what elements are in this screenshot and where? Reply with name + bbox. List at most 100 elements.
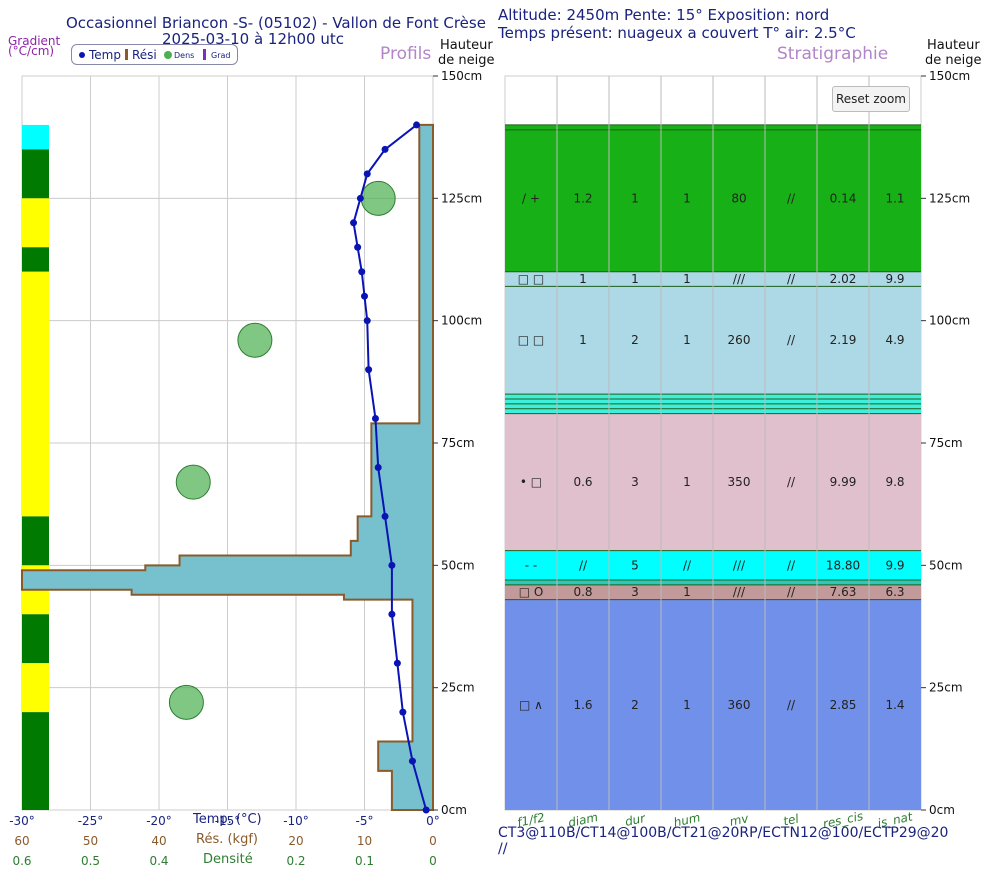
- present-weather-line: Temps présent: nuageux a couvert T° air:…: [498, 24, 856, 42]
- temp-tick-label: -15°: [215, 814, 241, 828]
- dens-tick-label: 0: [429, 854, 437, 868]
- temp-tick-label: -10°: [283, 814, 309, 828]
- strat-cell: //: [787, 475, 796, 489]
- strat-cell: □ ∧: [519, 698, 543, 712]
- temperature-point[interactable]: [363, 170, 371, 178]
- dens-legend-marker: [164, 51, 172, 59]
- temperature-point[interactable]: [422, 806, 430, 814]
- temp-legend-marker: [79, 52, 85, 58]
- density-point[interactable]: [175, 464, 211, 500]
- strat-cell: 1: [579, 272, 587, 286]
- gradient-bar-segment: [22, 124, 49, 150]
- temperature-point[interactable]: [388, 610, 396, 618]
- strat-column-labels: f1/f2 diam dur hum mv tel res_cis is_nat: [516, 809, 915, 831]
- strat-cell: //: [787, 191, 796, 205]
- height-tick-label-right: 125cm: [929, 191, 970, 205]
- height-tick-label-left: 0cm: [441, 803, 467, 817]
- strat-cell: 1.4: [885, 698, 904, 712]
- res-tick-label: 0: [429, 834, 437, 848]
- temperature-point[interactable]: [388, 561, 396, 569]
- temperature-point[interactable]: [413, 121, 421, 129]
- legend-res[interactable]: Rési: [132, 48, 157, 62]
- gradient-bar-segment: [22, 149, 49, 199]
- res-legend-marker: [125, 49, 128, 60]
- res-axis-label: Rés. (kgf): [196, 832, 258, 847]
- res-tick-label: 20: [288, 834, 303, 848]
- gradient-unit-label: (°C/cm): [8, 44, 55, 58]
- grad-legend-marker: [203, 49, 206, 60]
- strat-cell: □ □: [518, 272, 545, 286]
- legend-temp[interactable]: Temp: [89, 48, 121, 62]
- dens-axis-label: Densité: [203, 852, 253, 867]
- temperature-point[interactable]: [354, 243, 362, 251]
- res-tick-label: 10: [357, 834, 372, 848]
- temperature-point[interactable]: [350, 219, 358, 227]
- strat-cell: //: [787, 585, 796, 599]
- temperature-point[interactable]: [358, 268, 366, 276]
- strat-cell: //: [787, 698, 796, 712]
- strat-cell: 9.9: [885, 558, 904, 572]
- gradient-bar-segment: [22, 247, 49, 272]
- strat-cell: 2.02: [830, 272, 857, 286]
- height-axis-subtitle-left: de neige: [438, 53, 495, 68]
- temperature-point[interactable]: [381, 512, 389, 520]
- dens-tick-label: 0.4: [149, 854, 168, 868]
- dens-tick-label: 0.5: [81, 854, 100, 868]
- height-tick-label-left: 100cm: [441, 314, 482, 328]
- temperature-point[interactable]: [356, 194, 364, 202]
- strat-cell: 1: [631, 191, 639, 205]
- gradient-bar-segment: [22, 614, 49, 664]
- strat-cell: • □: [520, 475, 542, 489]
- height-tick-label-left: 75cm: [441, 436, 475, 450]
- strat-cell: 1: [683, 585, 691, 599]
- strat-cell: 1: [683, 191, 691, 205]
- height-tick-label-right: 75cm: [929, 436, 963, 450]
- strat-grid: [556, 76, 870, 810]
- temperature-point[interactable]: [381, 145, 389, 153]
- dens-tick-label: 0.2: [286, 854, 305, 868]
- strat-column-label: mv: [728, 811, 750, 829]
- height-tick-label-right: 50cm: [929, 558, 963, 572]
- res-tick-label: 60: [14, 834, 29, 848]
- gradient-bar-segment: [22, 516, 49, 566]
- gradient-label: Gradient: [8, 34, 61, 48]
- temperature-point[interactable]: [374, 463, 382, 471]
- height-tick-label-right: 150cm: [929, 69, 970, 83]
- strat-column-label: diam: [567, 810, 599, 830]
- temperature-point[interactable]: [371, 415, 379, 423]
- legend-dens[interactable]: Dens: [174, 51, 195, 60]
- strat-cell: 7.63: [830, 585, 857, 599]
- station-title: Occasionnel Briancon -S- (05102) - Vallo…: [66, 14, 486, 32]
- dens-tick-label: 0.6: [12, 854, 31, 868]
- legend[interactable]: Temp Rési Dens Grad: [71, 44, 238, 65]
- resistance-profile: [21, 123, 434, 811]
- temperature-point[interactable]: [363, 317, 371, 325]
- strat-cell: ///: [733, 272, 746, 286]
- strat-cell: - -: [525, 558, 537, 572]
- temperature-point[interactable]: [393, 659, 401, 667]
- resistance-area: [21, 123, 434, 811]
- density-point[interactable]: [168, 684, 204, 720]
- strat-cell: 4.9: [885, 333, 904, 347]
- temperature-point[interactable]: [408, 757, 416, 765]
- reset-zoom-button[interactable]: Reset zoom: [832, 86, 910, 112]
- temp-tick-label: -5°: [356, 814, 374, 828]
- strat-cell: //: [683, 558, 692, 572]
- height-tick-label-left: 50cm: [441, 558, 475, 572]
- strat-cell: //: [787, 333, 796, 347]
- strat-column-label: f1/f2: [516, 810, 546, 829]
- density-point[interactable]: [360, 180, 396, 216]
- strat-cell: 3: [631, 475, 639, 489]
- res-tick-label: 50: [83, 834, 98, 848]
- dens-axis: 0.6 0.5 0.4 0.2 0.1 0: [12, 854, 436, 868]
- dens-tick-label: 0.1: [355, 854, 374, 868]
- observation-date: 2025-03-10 à 12h00 utc: [162, 30, 344, 48]
- temp-axis-label: Temp. (°C): [193, 812, 262, 827]
- temperature-point[interactable]: [399, 708, 407, 716]
- temperature-point[interactable]: [361, 292, 368, 300]
- density-point[interactable]: [237, 322, 273, 358]
- gradient-bar-segment: [22, 663, 49, 713]
- legend-grad[interactable]: Grad: [211, 51, 231, 60]
- strat-cell: 350: [728, 475, 751, 489]
- temperature-point[interactable]: [365, 366, 373, 374]
